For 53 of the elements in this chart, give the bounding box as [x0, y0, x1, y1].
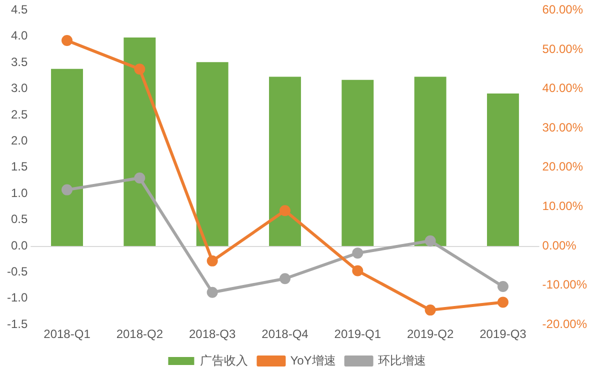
- point: [206, 255, 218, 266]
- x-tick-label: 2019-Q2: [406, 327, 454, 342]
- x-tick-label: 2018-Q1: [44, 327, 91, 342]
- y-tick-label: 4.5: [10, 2, 28, 17]
- y-tick-label: 4.0: [10, 28, 28, 43]
- y-tick-label: 1.0: [10, 186, 28, 200]
- point: [424, 235, 436, 246]
- bar: [414, 76, 446, 246]
- y-tick-label: 1.5: [10, 160, 28, 174]
- y2-tick-label: 40.00%: [542, 81, 584, 96]
- y-tick-label: 0.0: [10, 238, 28, 252]
- point: [279, 205, 290, 216]
- legend-label: YoY增速: [290, 353, 336, 368]
- point: [62, 34, 73, 46]
- legend-label: 环比增速: [378, 353, 426, 368]
- y2-tick-label: 50.00%: [542, 42, 584, 56]
- point: [206, 286, 218, 298]
- y-tick-label: -1.5: [6, 316, 28, 331]
- point: [279, 273, 290, 284]
- x-tick-label: 2018-Q4: [262, 327, 309, 342]
- y-tick-label: 3.5: [10, 54, 28, 69]
- bar: [342, 80, 374, 246]
- y2-tick-label: -10.00%: [542, 278, 588, 292]
- y2-tick-label: 20.00%: [542, 160, 584, 174]
- point: [62, 184, 73, 196]
- point: [352, 265, 364, 276]
- point: [497, 280, 508, 292]
- y2-tick-label: 10.00%: [542, 199, 584, 214]
- bar: [196, 62, 228, 246]
- legend-label: 广告收入: [200, 353, 248, 368]
- x-tick-label: 2019-Q1: [334, 327, 382, 342]
- y2-tick-label: 30.00%: [542, 120, 584, 134]
- x-tick-label: 2018-Q2: [116, 327, 164, 342]
- y2-tick-label: 0.00%: [542, 238, 577, 252]
- bar: [51, 68, 83, 246]
- y2-tick-label: -20.00%: [542, 316, 588, 331]
- y-tick-label: 2.0: [10, 134, 28, 148]
- y-tick-label: 2.5: [10, 107, 28, 122]
- y-tick-label: 3.0: [10, 81, 28, 96]
- point: [497, 296, 508, 308]
- y-tick-label: 0.5: [10, 212, 28, 226]
- point: [134, 64, 146, 75]
- x-tick-label: 2019-Q3: [480, 327, 527, 342]
- point: [352, 248, 364, 259]
- bar: [124, 37, 156, 246]
- bar: [269, 76, 301, 246]
- x-tick-label: 2018-Q3: [188, 327, 236, 342]
- y-tick-label: -0.5: [6, 264, 28, 279]
- y-tick-label: -1.0: [6, 290, 28, 305]
- point: [424, 304, 436, 316]
- point: [134, 172, 146, 184]
- bar: [486, 94, 519, 246]
- y2-tick-label: 60.00%: [542, 2, 584, 17]
